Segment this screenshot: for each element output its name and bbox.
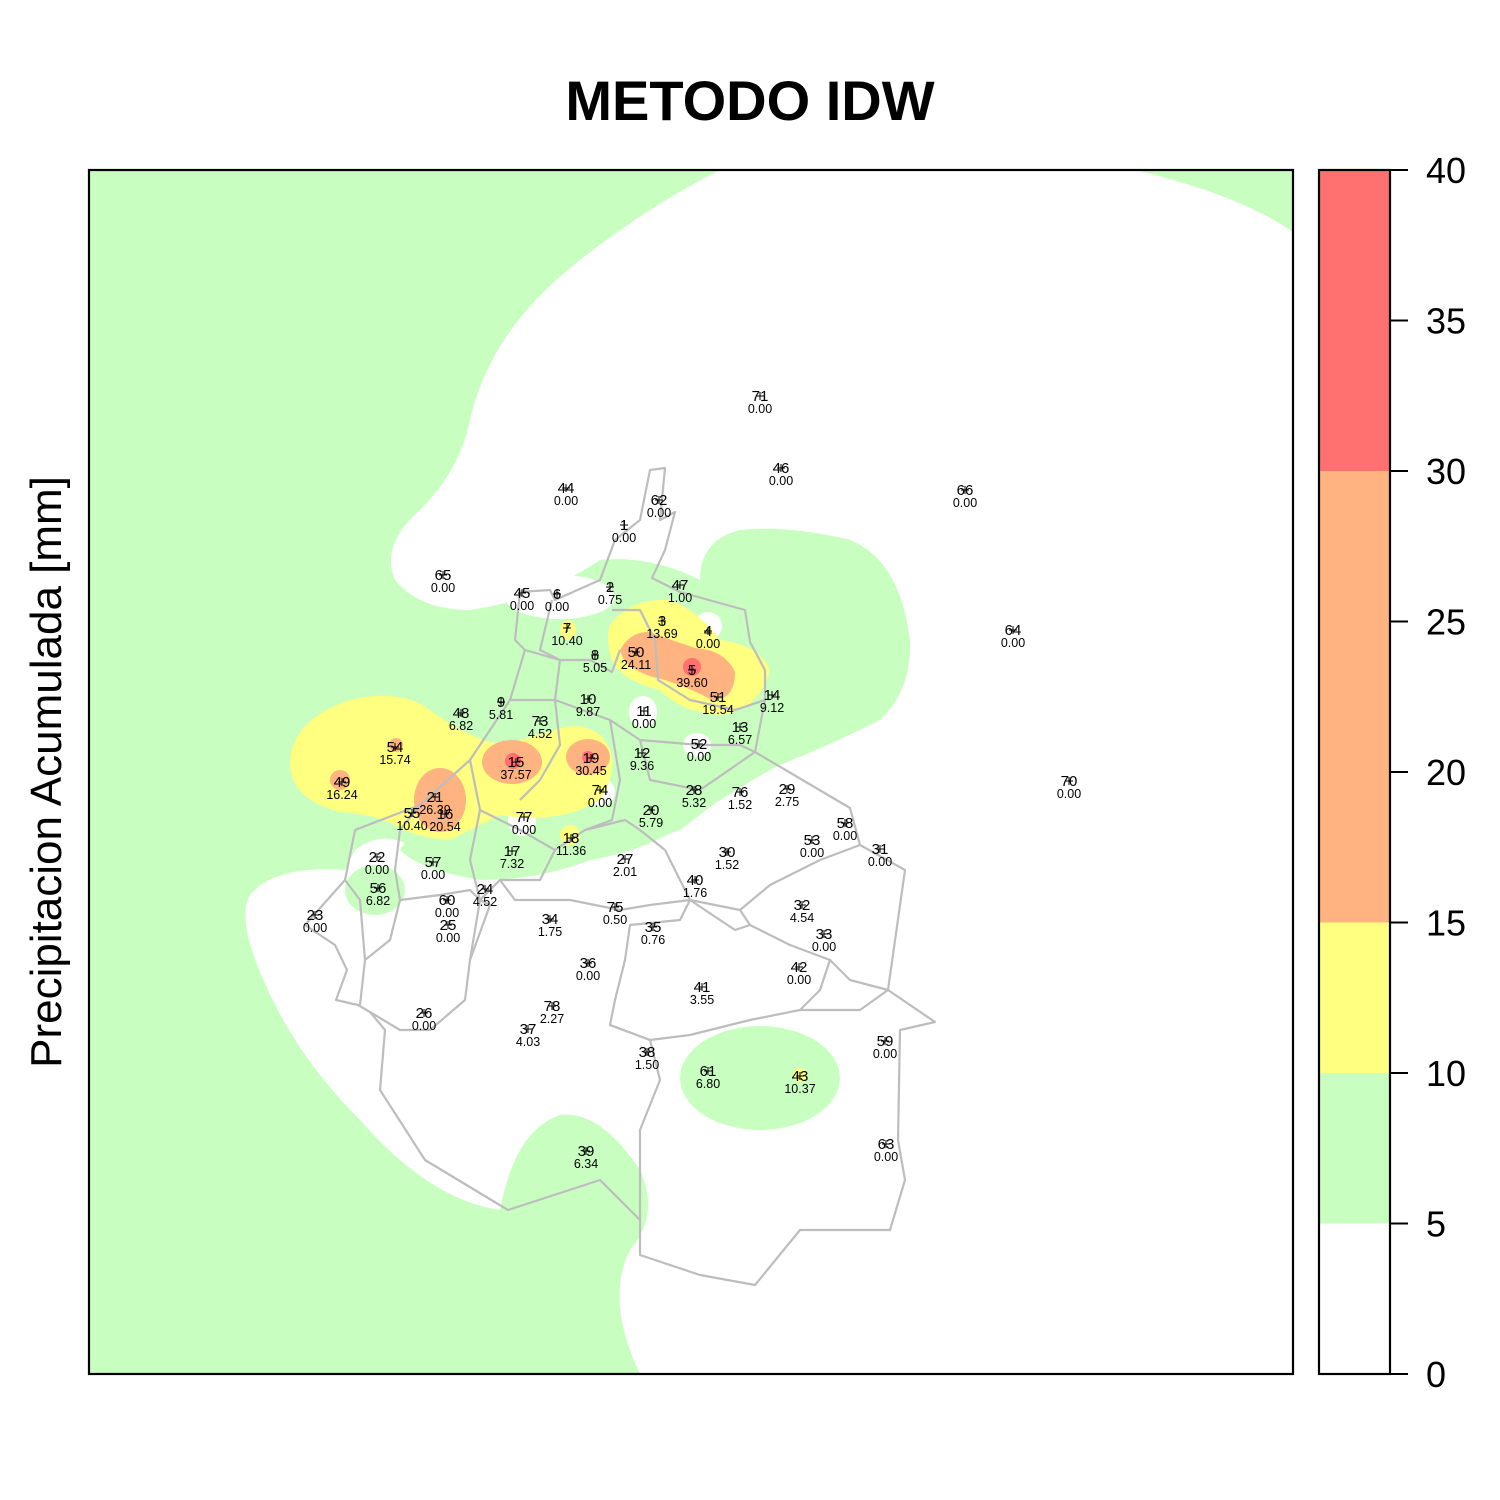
station-value: 0.00 — [873, 1047, 897, 1061]
station-value: 3.55 — [690, 993, 714, 1007]
legend-tick-label: 25 — [1426, 602, 1466, 643]
station-value: 10.40 — [396, 819, 427, 833]
station-value: 0.00 — [365, 863, 389, 877]
station-value: 0.00 — [632, 717, 656, 731]
station-value: 13.69 — [646, 627, 677, 641]
legend-tick-label: 10 — [1426, 1053, 1466, 1094]
station-value: 19.54 — [702, 703, 733, 717]
station-value: 4.52 — [528, 727, 552, 741]
station-value: 2.75 — [775, 795, 799, 809]
station-value: 0.00 — [554, 494, 578, 508]
station-value: 0.00 — [545, 600, 569, 614]
station-value: 0.00 — [1001, 636, 1025, 650]
station-value: 6.80 — [696, 1077, 720, 1091]
station-value: 0.00 — [769, 474, 793, 488]
station-value: 0.00 — [431, 581, 455, 595]
station-value: 1.52 — [715, 858, 739, 872]
legend: 0 5 10 15 20 25 30 35 40 — [1319, 150, 1466, 1395]
station-value: 0.00 — [748, 402, 772, 416]
station-value: 0.00 — [421, 868, 445, 882]
station-value: 2.01 — [613, 865, 637, 879]
station-value: 1.00 — [668, 591, 692, 605]
station-value: 4.03 — [516, 1035, 540, 1049]
station-value: 0.00 — [687, 750, 711, 764]
legend-tick-label: 15 — [1426, 903, 1466, 944]
station-value: 24.11 — [621, 658, 651, 672]
station-value: 20.54 — [429, 820, 460, 834]
station-value: 5.79 — [639, 816, 663, 830]
station-value: 30.45 — [575, 764, 606, 778]
station-value: 1.50 — [635, 1058, 659, 1072]
station-value: 1.52 — [728, 798, 752, 812]
interpolated-surface — [89, 170, 1293, 1374]
station-value: 15.74 — [379, 753, 410, 767]
station-value: 0.00 — [612, 531, 636, 545]
legend-class-3 — [1319, 471, 1390, 923]
station-value: 9.36 — [630, 759, 654, 773]
station-value: 6.82 — [366, 894, 390, 908]
station-value: 0.00 — [833, 829, 857, 843]
station-value: 0.00 — [512, 823, 536, 837]
legend-tick-label: 35 — [1426, 301, 1466, 342]
station-value: 6.57 — [728, 733, 752, 747]
station-value: 5.81 — [489, 708, 513, 722]
station-value: 11.36 — [556, 844, 586, 858]
station-value: 0.00 — [303, 921, 327, 935]
station-value: 1.75 — [538, 925, 562, 939]
station-value: 0.00 — [647, 506, 671, 520]
station-value: 37.57 — [500, 768, 531, 782]
station-value: 0.00 — [1057, 787, 1081, 801]
station-value: 10.40 — [551, 634, 582, 648]
station-value: 9.12 — [760, 701, 784, 715]
station-value: 0.75 — [598, 593, 622, 607]
station-value: 4.52 — [473, 895, 497, 909]
legend-class-4 — [1319, 170, 1390, 471]
station-value: 0.00 — [510, 599, 534, 613]
station-value: 0.00 — [588, 796, 612, 810]
station-value: 0.76 — [641, 933, 665, 947]
station-value: 0.00 — [436, 931, 460, 945]
station-value: 39.60 — [676, 676, 707, 690]
station-value: 5.32 — [682, 796, 706, 810]
station-value: 0.00 — [412, 1019, 436, 1033]
station-value: 0.00 — [812, 940, 836, 954]
station-value: 0.50 — [603, 913, 627, 927]
station-value: 0.00 — [787, 973, 811, 987]
station-value: 9.87 — [576, 705, 600, 719]
station-value: 10.37 — [784, 1082, 815, 1096]
station-value: 0.00 — [576, 969, 600, 983]
legend-class-2 — [1319, 923, 1390, 1074]
station-value: 1.76 — [683, 886, 707, 900]
legend-tick-label: 30 — [1426, 451, 1466, 492]
station-value: 7.32 — [500, 857, 524, 871]
station-value: 0.00 — [868, 855, 892, 869]
legend-class-0 — [1319, 1224, 1390, 1375]
station-value: 0.00 — [953, 496, 977, 510]
legend-tick-label: 5 — [1426, 1204, 1446, 1245]
station-value: 0.00 — [696, 637, 720, 651]
station-value: 2.27 — [540, 1012, 564, 1026]
station-value: 6.82 — [449, 719, 473, 733]
legend-tick-label: 0 — [1426, 1354, 1446, 1395]
station-value: 5.05 — [583, 661, 607, 675]
station-value: 0.00 — [874, 1150, 898, 1164]
legend-tick-label: 40 — [1426, 150, 1466, 191]
station-value: 6.34 — [574, 1157, 598, 1171]
station-value: 0.00 — [800, 846, 824, 860]
legend-class-1 — [1319, 1073, 1390, 1224]
station-value: 16.24 — [326, 788, 357, 802]
legend-tick-label: 20 — [1426, 752, 1466, 793]
station-value: 4.54 — [790, 911, 814, 925]
